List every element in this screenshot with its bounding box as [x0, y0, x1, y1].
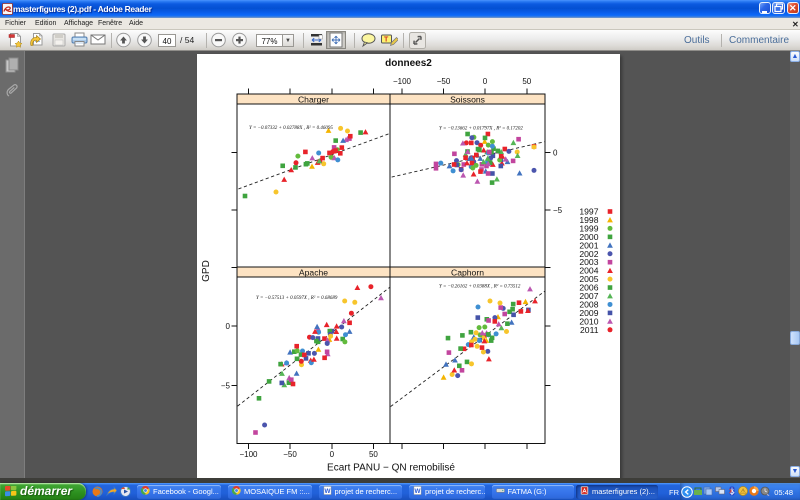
svg-text:1998: 1998 [579, 215, 598, 225]
svg-text:Y = −0.07332 + 0.02788X , R² =: Y = −0.07332 + 0.02788X , R² = 0.46095 [249, 125, 333, 131]
svg-text:2005: 2005 [579, 274, 598, 284]
svg-text:2004: 2004 [579, 266, 598, 276]
svg-text:2002: 2002 [579, 249, 598, 259]
svg-text:T: T [384, 37, 389, 44]
svg-text:⚠: ⚠ [740, 487, 746, 495]
svg-text:−50: −50 [437, 77, 451, 86]
svg-text:GPD: GPD [201, 260, 212, 282]
svg-text:2011: 2011 [580, 325, 599, 335]
svg-text:2006: 2006 [579, 283, 598, 293]
svg-text:50: 50 [369, 450, 378, 459]
svg-text:50: 50 [522, 77, 531, 86]
svg-text:0: 0 [483, 77, 488, 86]
svg-text:Caphorn: Caphorn [451, 267, 484, 277]
svg-text:W: W [324, 488, 330, 495]
svg-text:Soissons: Soissons [450, 94, 485, 104]
svg-text:0: 0 [226, 322, 231, 331]
svg-text:2008: 2008 [579, 299, 598, 309]
svg-text:Y = −0.13662 + 0.01797X , R² =: Y = −0.13662 + 0.01797X , R² = 0.17202 [439, 126, 523, 132]
svg-text:Ecart PANU − QN remobilisé: Ecart PANU − QN remobilisé [327, 463, 455, 474]
svg-text:Charger: Charger [298, 94, 329, 104]
svg-text:2010: 2010 [579, 316, 598, 326]
svg-text:1999: 1999 [579, 223, 598, 233]
svg-text:2001: 2001 [579, 240, 598, 250]
svg-text:Apache: Apache [299, 267, 328, 277]
svg-text:W: W [415, 488, 421, 495]
svg-text:2007: 2007 [579, 291, 598, 301]
svg-text:0: 0 [553, 148, 558, 157]
svg-text:−100: −100 [239, 450, 258, 459]
svg-text:donnees2: donnees2 [385, 58, 432, 69]
svg-text:1997: 1997 [579, 207, 598, 217]
svg-text:0: 0 [330, 450, 335, 459]
svg-text:−5: −5 [553, 206, 563, 215]
svg-text:2003: 2003 [579, 257, 598, 267]
svg-text:Y = −0.57513 + 0.0597X , R² =: Y = −0.57513 + 0.0597X , R² = 0.68689 [256, 295, 338, 301]
svg-text:−50: −50 [283, 450, 297, 459]
svg-text:Y = −0.26162 + 0.0388X , R² =: Y = −0.26162 + 0.0388X , R² = 0.73512 [439, 284, 521, 290]
svg-text:−5: −5 [221, 381, 231, 390]
svg-text:−100: −100 [393, 77, 412, 86]
svg-text:2009: 2009 [579, 308, 598, 318]
svg-text:2000: 2000 [579, 232, 598, 242]
